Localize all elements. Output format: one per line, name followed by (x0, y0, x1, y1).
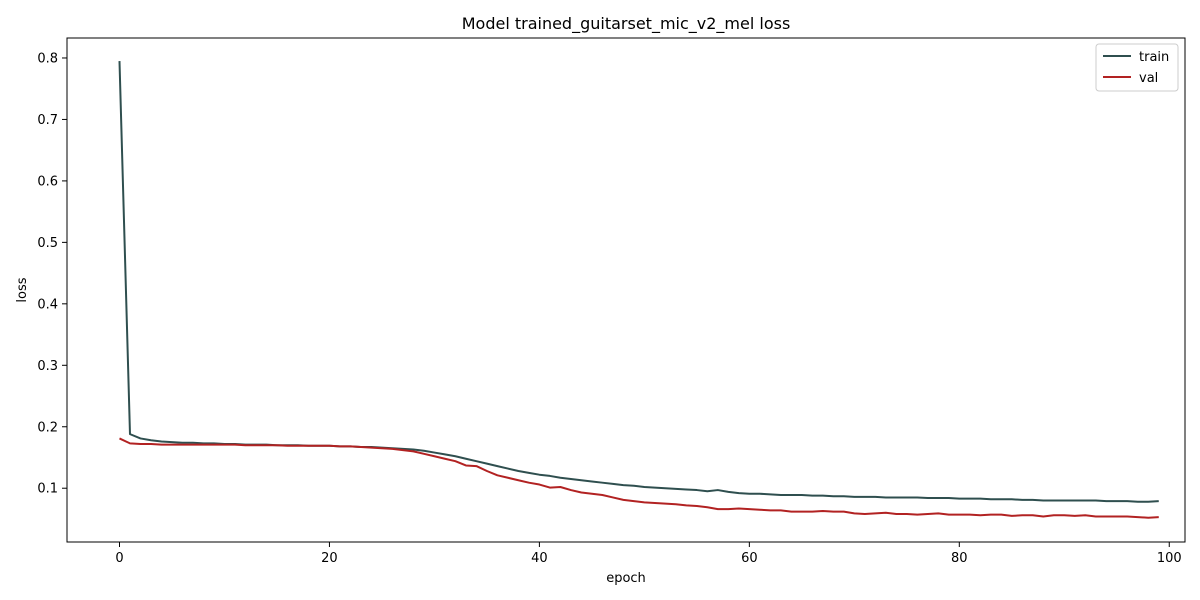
y-tick-label: 0.1 (37, 482, 58, 497)
x-axis-label: epoch (606, 571, 646, 586)
y-tick-label: 0.2 (37, 420, 58, 435)
y-tick-label: 0.3 (37, 359, 58, 374)
x-tick-label: 80 (951, 551, 968, 566)
y-tick-label: 0.8 (37, 51, 58, 66)
x-tick-label: 40 (531, 551, 548, 566)
legend: train val (1095, 43, 1179, 92)
x-axis: 0 20 40 60 80 100 (115, 542, 1182, 566)
y-tick-label: 0.6 (37, 174, 58, 189)
x-tick-label: 0 (115, 551, 123, 566)
chart-title: Model trained_guitarset_mic_v2_mel loss (462, 14, 791, 34)
series-line-val (119, 437, 1159, 519)
y-axis-label: loss (15, 277, 30, 302)
x-tick-label: 100 (1157, 551, 1182, 566)
plot-area (66, 37, 1186, 543)
series-layer (118, 61, 1159, 519)
x-tick-label: 20 (321, 551, 338, 566)
plot-frame (66, 37, 1186, 543)
y-tick-label: 0.4 (37, 297, 58, 312)
legend-val-label: val (1139, 71, 1158, 86)
legend-train-label: train (1139, 50, 1169, 65)
x-tick-label: 60 (741, 551, 758, 566)
y-tick-label: 0.5 (37, 236, 58, 251)
y-axis: 0.1 0.2 0.3 0.4 0.5 0.6 0.7 0.8 (37, 51, 67, 497)
y-tick-label: 0.7 (37, 113, 58, 128)
